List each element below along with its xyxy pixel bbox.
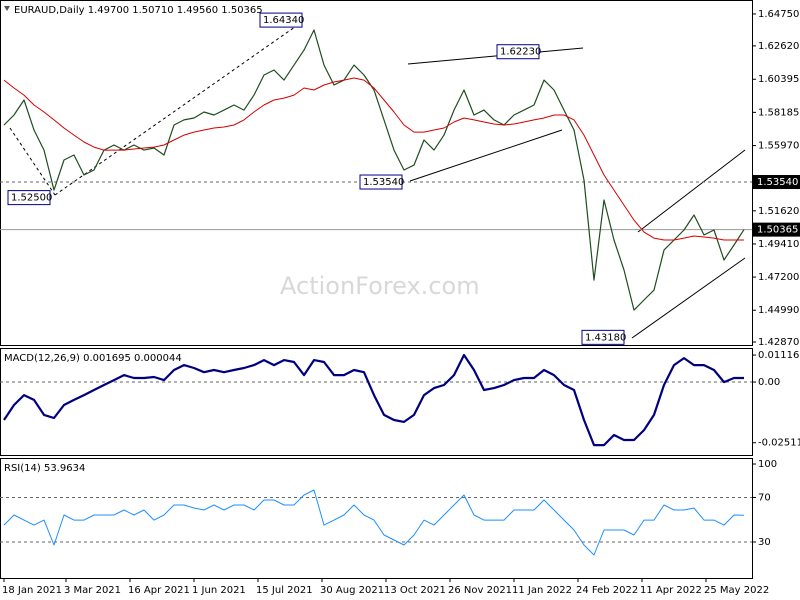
- annotation-label: 1.62230: [500, 47, 541, 58]
- y-tick-label: 70: [758, 492, 771, 503]
- x-tick-label: 11 Apr 2022: [640, 585, 702, 596]
- level-label: 1.53540: [757, 177, 798, 188]
- y-tick-label: 1.55970: [758, 141, 799, 152]
- annotation-label: 1.64340: [263, 15, 304, 26]
- x-tick-label: 18 Jan 2021: [2, 585, 62, 596]
- annotation-box: [7, 190, 51, 206]
- annotation-box: [581, 329, 625, 345]
- x-tick-label: 16 Apr 2021: [128, 585, 190, 596]
- symbol-icon: [4, 6, 10, 11]
- trend-line: [407, 47, 584, 65]
- y-tick-label: 30: [758, 537, 771, 548]
- y-tick-label: 0.011168: [758, 350, 800, 361]
- y-tick-label: 1.62620: [758, 41, 799, 52]
- rsi-panel: [0, 458, 753, 579]
- x-tick-label: 25 May 2022: [704, 585, 769, 596]
- trend-line: [409, 129, 563, 182]
- annotation-box: [359, 174, 403, 190]
- y-tick-label: -0.025117: [758, 438, 800, 449]
- x-tick-label: 11 Jan 2022: [512, 585, 572, 596]
- watermark: ActionForex.com: [280, 272, 480, 300]
- channel-line: [637, 149, 746, 233]
- price-panel: [0, 0, 753, 346]
- x-tick-label: 1 Jun 2021: [192, 585, 246, 596]
- x-tick-label: 26 Nov 2021: [448, 585, 512, 596]
- y-tick-label: 1.60395: [758, 74, 799, 85]
- panel-title: EURAUD,Daily 1.49700 1.50710 1.49560 1.5…: [14, 5, 263, 16]
- series-line: [3, 489, 745, 556]
- trend-line: [9, 127, 56, 196]
- annotation-label: 1.43180: [585, 332, 626, 343]
- y-tick-label: 1.47200: [758, 272, 799, 283]
- series-line: [3, 77, 744, 241]
- level-label-box: [753, 222, 800, 237]
- annotation-label: 1.52500: [11, 193, 52, 204]
- x-tick-label: 13 Oct 2021: [384, 585, 446, 596]
- panel-title: MACD(12,26,9) 0.001695 0.000044: [4, 353, 182, 364]
- x-tick-label: 30 Aug 2021: [320, 585, 384, 596]
- channel-line: [631, 257, 746, 339]
- x-tick-label: 24 Feb 2022: [576, 585, 638, 596]
- panel-title: RSI(14) 53.9634: [4, 463, 85, 474]
- level-label-box: [753, 175, 800, 190]
- y-tick-label: 0.00: [758, 377, 780, 388]
- y-tick-label: 1.49410: [758, 239, 799, 250]
- annotation-label: 1.53540: [363, 177, 404, 188]
- y-tick-label: 100: [758, 459, 777, 470]
- y-tick-label: 1.64750: [758, 9, 799, 20]
- x-tick-label: 15 Jul 2021: [256, 585, 313, 596]
- series-line: [3, 29, 745, 311]
- annotation-box: [259, 12, 303, 28]
- level-label: 1.50365: [757, 225, 798, 236]
- series-line: [3, 353, 744, 447]
- y-tick-label: 1.58185: [758, 107, 799, 118]
- annotation-box: [496, 44, 540, 60]
- x-tick-label: 3 Mar 2021: [64, 585, 121, 596]
- y-tick-label: 1.51620: [758, 206, 799, 217]
- y-tick-label: 1.42870: [758, 337, 799, 348]
- y-tick-label: 1.44990: [758, 305, 799, 316]
